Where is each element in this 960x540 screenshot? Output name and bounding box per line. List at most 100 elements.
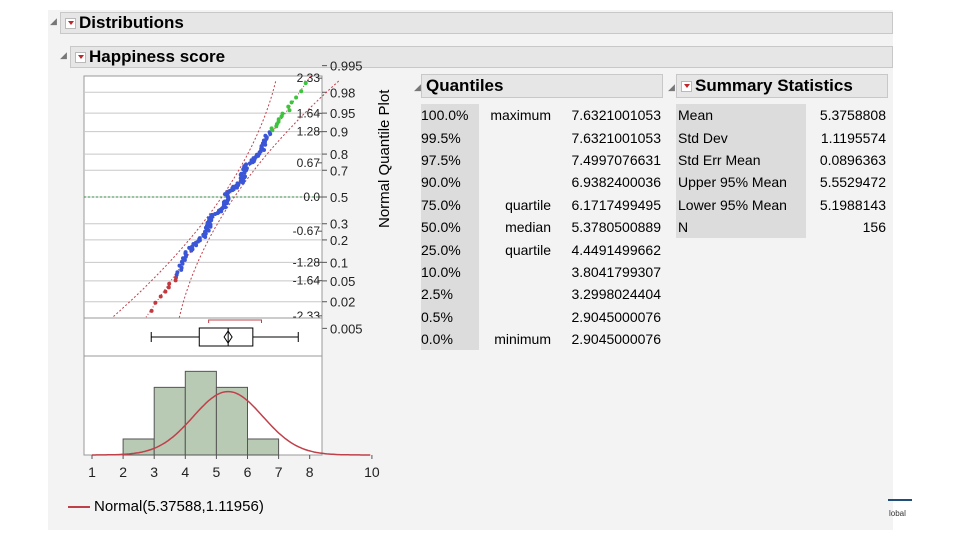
- histogram-bar: [215, 386, 248, 456]
- outlier-box-plot: [83, 317, 323, 357]
- z-tick-label: 1.28: [297, 125, 321, 139]
- red-triangle-menu-icon[interactable]: [681, 80, 692, 92]
- summary-stat-value: 0.0896363: [819, 151, 886, 168]
- z-tick-label: 0.0: [303, 190, 320, 204]
- p-tick-label: 0.98: [330, 85, 355, 100]
- z-tick-label: -1.64: [293, 274, 321, 288]
- quantile-point: [289, 100, 294, 105]
- p-tick-label: 0.02: [330, 295, 355, 310]
- quantile-percent: 50.0%: [421, 215, 479, 239]
- quantile-percent: 90.0%: [421, 171, 479, 194]
- quantile-value: 6.9382400036: [571, 174, 661, 191]
- summary-stat-value: 5.3758808: [819, 107, 886, 124]
- quantile-percent: 0.5%: [421, 305, 479, 328]
- z-tick-label: 2.33: [297, 71, 321, 85]
- summary-statistics-header[interactable]: Summary Statistics: [676, 74, 888, 98]
- normal-fit-legend[interactable]: Normal(5.37588,1.11956): [68, 498, 264, 515]
- histogram: 1 2 3 4 5 6 7 8 10: [83, 355, 380, 480]
- summary-stat-name: Std Dev: [676, 126, 806, 149]
- p-tick-label: 0.05: [330, 274, 355, 289]
- confidence-band-upper: [176, 79, 341, 330]
- red-triangle-menu-icon[interactable]: [65, 17, 76, 29]
- collapse-disclosure-icon[interactable]: ◢: [414, 82, 421, 92]
- quantiles-header[interactable]: Quantiles: [421, 74, 663, 98]
- quantiles-title: Quantiles: [426, 76, 504, 95]
- summary-stat-name: Mean: [676, 104, 806, 127]
- quantile-point: [303, 81, 308, 86]
- quantile-point: [287, 108, 292, 113]
- quantile-row: 0.5% 2.9045000076: [421, 305, 661, 328]
- collapse-disclosure-icon[interactable]: ◢: [50, 16, 57, 26]
- quantile-point: [244, 162, 249, 167]
- x-tick-label: 6: [244, 464, 252, 480]
- distributions-header[interactable]: Distributions: [60, 12, 893, 34]
- variable-header[interactable]: Happiness score: [70, 46, 893, 68]
- x-tick-label: 7: [275, 464, 283, 480]
- quantile-label: quartile: [505, 196, 551, 213]
- p-tick-label: 0.95: [330, 106, 355, 121]
- quantile-label: [479, 261, 557, 283]
- quantile-point: [267, 130, 272, 135]
- normal-line-swatch: [68, 505, 90, 508]
- summary-stat-value: 1.1195574: [820, 129, 886, 146]
- quantile-value: 3.8041799307: [571, 263, 661, 280]
- summary-stat-name: Upper 95% Mean: [676, 171, 806, 194]
- p-tick-label: 0.3: [330, 217, 348, 232]
- p-tick-label: 0.7: [330, 163, 348, 178]
- distributions-title: Distributions: [79, 13, 184, 32]
- x-tick-label: 10: [364, 464, 380, 480]
- quantile-point: [166, 285, 171, 290]
- quantile-row: 0.0% minimum 2.9045000076: [421, 327, 661, 351]
- quantile-percent: 97.5%: [421, 148, 479, 172]
- x-tick-label: 4: [181, 464, 189, 480]
- summary-stat-value: 156: [862, 219, 886, 236]
- quantile-label: [479, 283, 557, 305]
- quantile-row: 2.5% 3.2998024404: [421, 283, 661, 306]
- quantile-row: 25.0% quartile 4.4491499662: [421, 238, 661, 261]
- x-tick-label: 5: [213, 464, 221, 480]
- summary-row: N 156: [676, 215, 886, 239]
- collapse-disclosure-icon[interactable]: ◢: [668, 82, 675, 92]
- histogram-bar: [184, 370, 217, 456]
- summary-row: Upper 95% Mean 5.5529472: [676, 171, 886, 194]
- histogram-bar: [247, 438, 280, 456]
- quantile-point: [239, 171, 244, 176]
- quantile-value: 3.2998024404: [571, 286, 661, 303]
- quantile-point: [280, 111, 285, 116]
- normal-quantile-plot: 2.331.641.280.670.0-0.67-1.28-1.64-2.330…: [83, 59, 363, 336]
- quantile-row: 97.5% 7.4997076631: [421, 148, 661, 172]
- summary-stat-name: Std Err Mean: [676, 148, 806, 172]
- quantile-row: 10.0% 3.8041799307: [421, 260, 661, 284]
- quantile-point: [197, 236, 202, 241]
- quantile-row: 75.0% quartile 6.1717499495: [421, 193, 661, 216]
- red-triangle-menu-icon[interactable]: [75, 51, 86, 63]
- histogram-bar: [153, 386, 186, 456]
- summary-title: Summary Statistics: [695, 76, 853, 95]
- quantile-point: [299, 89, 304, 94]
- p-tick-label: 0.005: [330, 321, 363, 336]
- p-tick-label: 0.8: [330, 147, 348, 162]
- quantile-label: [479, 171, 557, 193]
- quantile-value: 2.9045000076: [571, 331, 661, 348]
- quantile-point: [263, 133, 268, 138]
- p-tick-label: 0.5: [330, 190, 348, 205]
- quantiles-table: 100.0% maximum 7.6321001053 99.5% 7.63210010…: [421, 104, 661, 351]
- quantile-point: [243, 174, 247, 179]
- quantile-value: 6.1717499495: [571, 196, 661, 213]
- summary-row: Mean 5.3758808: [676, 104, 886, 127]
- quantile-point: [153, 300, 158, 305]
- footer-rule: [888, 499, 912, 501]
- quantile-label: [479, 126, 557, 148]
- quantile-point: [183, 250, 188, 255]
- p-tick-label: 0.9: [330, 125, 348, 140]
- p-tick-label: 0.1: [330, 255, 348, 270]
- quantile-point: [210, 212, 215, 217]
- quantile-point: [286, 104, 291, 109]
- quantile-point: [177, 263, 182, 268]
- quantile-axis-label: Normal Quantile Plot: [376, 89, 393, 228]
- quantile-point: [163, 289, 168, 294]
- collapse-disclosure-icon[interactable]: ◢: [60, 50, 67, 60]
- summary-row: Lower 95% Mean 5.1988143: [676, 193, 886, 216]
- quantile-value: 4.4491499662: [571, 241, 661, 258]
